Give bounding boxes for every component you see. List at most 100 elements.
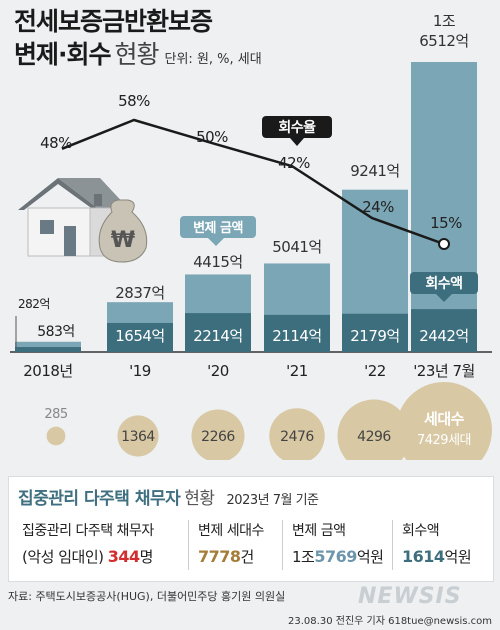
- household-value-label: 285: [44, 407, 68, 422]
- household-circle: [396, 382, 492, 460]
- legend-rate-tag: [262, 116, 332, 138]
- recovered-bar: [15, 347, 81, 352]
- summary-date: 2023년 7월 기준: [226, 493, 319, 508]
- recovered-bar: [107, 322, 173, 352]
- summary-cell-debtors: 집중관리 다주택 채무자 (악성 임대인) 344명: [22, 520, 154, 572]
- repay-bar: [411, 62, 477, 352]
- repay-value-label: 5041억: [272, 238, 321, 256]
- repay-value-label: 583억: [37, 324, 75, 340]
- household-circle: [46, 426, 66, 446]
- summary-cell-label: 변제 금액: [292, 523, 346, 539]
- household-value-label: 1364: [121, 429, 155, 445]
- summary-cell-repaid: 변제 금액 1조5769억원: [292, 520, 384, 572]
- summary-cell-value: (악성 임대인) 344명: [22, 546, 154, 567]
- household-value-label: 4296: [357, 429, 391, 445]
- x-tick-label: '22: [364, 362, 386, 380]
- repay-value-label: 1조: [433, 12, 456, 30]
- legend-households-label: 세대수: [424, 410, 465, 428]
- unit-note: 단위: 원, %, 세대: [164, 52, 262, 67]
- svg-text:₩: ₩: [111, 228, 135, 253]
- household-value-label: 2266: [201, 429, 235, 445]
- title-line2: 변제·회수 현황 단위: 원, %, 세대: [14, 40, 262, 75]
- recovery-rate-label: 24%: [362, 198, 394, 216]
- summary-cell-label: 변제 세대수: [198, 523, 264, 539]
- legend-rate-label: 회수율: [278, 119, 316, 136]
- money-bag-icon: ₩: [98, 199, 148, 263]
- title-line2-light: 현황: [114, 40, 160, 69]
- legend-repay-tag: [180, 216, 256, 238]
- summary-cell-label: 집중관리 다주택 채무자: [22, 523, 154, 539]
- summary-cell-number: 344: [107, 547, 140, 566]
- divider: [392, 520, 393, 570]
- bar-line-chart: ₩ 2018년 '19 '20 '21 '22 '23년 7월 282억 583억 2837억 4…: [10, 12, 492, 460]
- recovery-rate-endpoint: [438, 238, 450, 250]
- recovered-value-label: 2214억: [193, 327, 242, 345]
- repay-value-label: 2837억: [115, 284, 164, 302]
- household-value-label: 7429세대: [417, 433, 471, 448]
- recovered-value-label: 282억: [18, 297, 50, 311]
- household-value-label: 2476: [280, 429, 314, 445]
- legend-rate-pointer: [290, 138, 304, 146]
- summary-box: [8, 476, 494, 582]
- repay-value-label: 4415억: [193, 253, 242, 271]
- summary-cell-recovered: 회수액 1614억원: [402, 520, 472, 572]
- summary-cell-prefix: 1조: [292, 548, 315, 566]
- x-tick-label: '21: [286, 362, 308, 380]
- recovery-rate-label: 42%: [278, 154, 310, 172]
- household-circle: [337, 399, 411, 460]
- house-icon: [18, 178, 128, 257]
- newsis-logo: NEWSIS: [358, 584, 462, 609]
- recovered-bar: [185, 313, 251, 352]
- household-circle: [269, 408, 325, 460]
- title-line1: 전세보증금반환보증: [14, 7, 213, 36]
- summary-cell-suffix: 명: [139, 548, 154, 566]
- summary-title: 집중관리 다주택 채무자 현황 2023년 7월 기준: [18, 484, 319, 509]
- household-circle: [191, 409, 245, 460]
- recovered-bar: [264, 314, 330, 352]
- summary-cell-number: 1614: [402, 547, 445, 566]
- source-note: 자료: 주택도시보증공사(HUG), 더불어민주당 홍기원 의원실: [8, 590, 286, 603]
- summary-title-bold: 집중관리 다주택 채무자: [18, 489, 181, 509]
- legend-recovered-label: 회수액: [425, 275, 462, 292]
- credit-line: 23.08.30 전진우 기자 618tue@newsis.com: [288, 616, 492, 627]
- legend-repay-pointer: [208, 238, 224, 246]
- summary-cell-prefix: (악성 임대인): [22, 548, 104, 566]
- repay-bar: [15, 341, 81, 352]
- recovery-rate-label: 50%: [196, 128, 228, 146]
- recovery-rate-label: 58%: [118, 92, 150, 110]
- title-line2-bold: 변제·회수: [14, 40, 111, 69]
- recovery-rate-label: 48%: [40, 134, 72, 152]
- summary-cell-value: 1조5769억원: [292, 546, 384, 567]
- x-tick-label: 2018년: [23, 362, 72, 380]
- repay-value-label: 6512억: [419, 32, 468, 50]
- legend-repay-label: 변제 금액: [193, 221, 243, 236]
- summary-cell-label: 회수액: [402, 523, 440, 539]
- repay-value-label: 9241억: [350, 162, 399, 180]
- summary-cell-value: 7778건: [198, 546, 264, 567]
- summary-cell-suffix: 건: [240, 548, 255, 566]
- recovered-value-label: 1654억: [115, 327, 164, 345]
- recovery-rate-label: 15%: [430, 214, 462, 232]
- x-tick-label: '23년 7월: [413, 362, 475, 380]
- recovered-bar: [411, 309, 477, 352]
- summary-cell-number: 7778: [198, 547, 241, 566]
- summary-cell-suffix: 억원: [356, 548, 384, 566]
- x-tick-label: '20: [207, 362, 229, 380]
- legend-recovered-pointer: [436, 294, 452, 302]
- recovery-rate-line: [61, 118, 445, 246]
- summary-cell-households: 변제 세대수 7778건: [198, 520, 264, 572]
- divider: [282, 520, 283, 570]
- household-circle: [117, 415, 159, 457]
- legend-recovered-tag: [410, 272, 478, 294]
- recovered-bar: [342, 313, 408, 352]
- summary-cell-number: 5769: [314, 547, 357, 566]
- x-tick-label: '19: [129, 362, 151, 380]
- recovered-value-label: 2114억: [272, 327, 321, 345]
- summary-cell-suffix: 억원: [444, 548, 472, 566]
- plot-area: 2018년 '19 '20 '21 '22 '23년 7월 282억 583억 2837억 441…: [10, 12, 492, 460]
- recovered-value-label: 2442억: [419, 327, 468, 345]
- summary-title-light: 현황: [184, 489, 215, 509]
- summary-cell-value: 1614억원: [402, 546, 472, 567]
- divider: [188, 520, 189, 570]
